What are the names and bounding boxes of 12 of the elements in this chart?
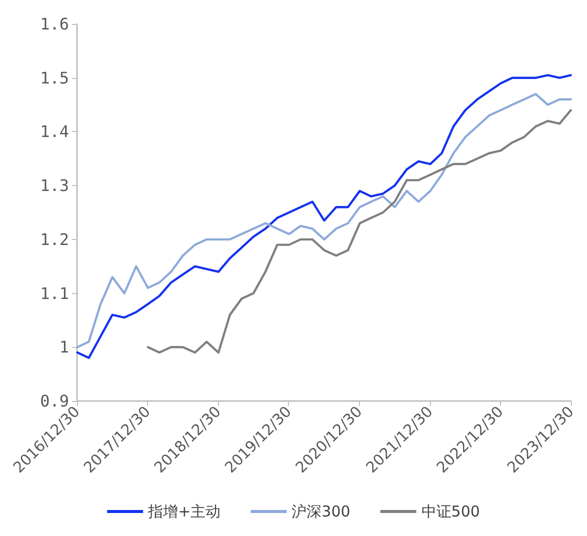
y-tick-label: 1.4 bbox=[40, 122, 69, 142]
legend-label: 指增+主动 bbox=[147, 502, 221, 520]
y-tick-label: 0.9 bbox=[40, 392, 69, 410]
legend-label: 中证500 bbox=[421, 502, 480, 520]
line-series bbox=[146, 109, 572, 354]
y-tick-label: 1 bbox=[59, 338, 69, 357]
y-tick-label: 1.2 bbox=[40, 230, 69, 249]
y-tick-label: 1.5 bbox=[40, 68, 69, 88]
y-tick-label: 1.1 bbox=[40, 284, 69, 303]
legend-label: 沪深300 bbox=[292, 502, 350, 520]
y-tick-label: 1.6 bbox=[40, 14, 69, 34]
y-tick-label: 1.3 bbox=[40, 176, 69, 196]
